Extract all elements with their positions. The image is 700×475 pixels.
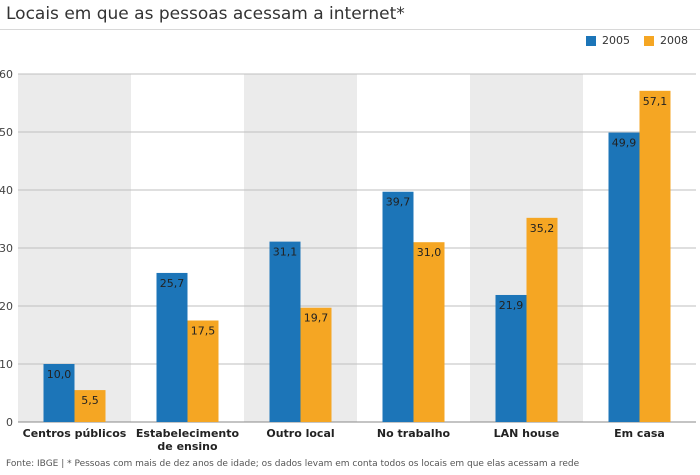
title-divider (0, 29, 700, 30)
bar-2008 (639, 90, 671, 422)
data-label-2005: 10,0 (47, 368, 72, 381)
data-label-2008: 19,7 (304, 312, 329, 325)
bar-2008 (526, 217, 558, 422)
bar-2008 (413, 242, 445, 422)
bar-2008 (74, 390, 106, 422)
y-tick-label: 10 (0, 358, 13, 371)
x-category-label-line: Centros públicos (23, 427, 127, 440)
footer-source-note: Fonte: IBGE | * Pessoas com mais de dez … (6, 459, 580, 469)
legend-swatch-2005 (586, 35, 596, 46)
x-category-label: Em casa (614, 427, 665, 440)
data-label-2008: 57,1 (643, 95, 668, 108)
bar-2005 (382, 191, 414, 422)
data-label-2008: 31,0 (417, 246, 442, 259)
data-label-2005: 25,7 (160, 277, 185, 290)
x-category-label-line: de ensino (157, 440, 218, 453)
bar-2008 (187, 320, 219, 422)
x-category-label: Estabelecimento de ensino (136, 427, 240, 453)
legend-item-2008: 2008 (644, 34, 688, 47)
x-category-label-line: Outro local (266, 427, 334, 440)
x-category-label-line: No trabalho (377, 427, 451, 440)
data-label-2008: 35,2 (530, 222, 555, 235)
y-tick-label: 20 (0, 300, 13, 313)
data-label-2005: 49,9 (612, 137, 637, 150)
x-category-label-line: Em casa (614, 427, 665, 440)
legend: 2005 2008 (586, 34, 688, 47)
data-label-2008: 17,5 (191, 325, 216, 338)
x-category-label-line: LAN house (494, 427, 560, 440)
legend-swatch-2008 (644, 35, 654, 46)
legend-label-2005: 2005 (602, 34, 630, 47)
data-label-2005: 39,7 (386, 196, 411, 209)
legend-label-2008: 2008 (660, 34, 688, 47)
bar-2005 (43, 364, 75, 422)
bar-2005 (156, 272, 188, 422)
legend-item-2005: 2005 (586, 34, 630, 47)
y-tick-label: 50 (0, 126, 13, 139)
x-category-label: Centros públicos (23, 427, 127, 440)
chart-title: Locais em que as pessoas acessam a inter… (6, 4, 405, 24)
bar-2005 (608, 132, 640, 422)
x-category-label: LAN house (494, 427, 560, 440)
bar-2008 (300, 307, 332, 422)
x-category-label: No trabalho (377, 427, 451, 440)
y-tick-label: 40 (0, 184, 13, 197)
bar-2005 (495, 294, 527, 422)
y-tick-label: 0 (6, 416, 13, 429)
y-tick-label: 30 (0, 242, 13, 255)
bar-2005 (269, 241, 301, 422)
data-label-2005: 21,9 (499, 299, 524, 312)
x-category-label-line: Estabelecimento (136, 427, 240, 440)
y-tick-label: 60 (0, 68, 13, 81)
data-label-2008: 5,5 (81, 394, 99, 407)
data-label-2005: 31,1 (273, 246, 298, 259)
x-category-label: Outro local (266, 427, 334, 440)
